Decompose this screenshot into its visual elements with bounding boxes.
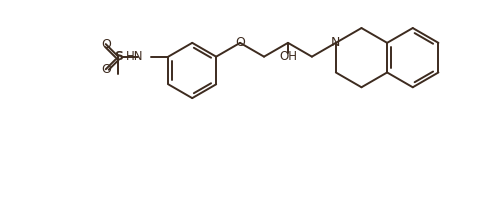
Text: N: N — [331, 36, 340, 49]
Text: O: O — [101, 63, 110, 76]
Text: O: O — [101, 38, 110, 51]
Text: S: S — [114, 50, 122, 63]
Text: OH: OH — [278, 50, 296, 63]
Text: O: O — [235, 36, 244, 49]
Text: HN: HN — [126, 50, 143, 63]
